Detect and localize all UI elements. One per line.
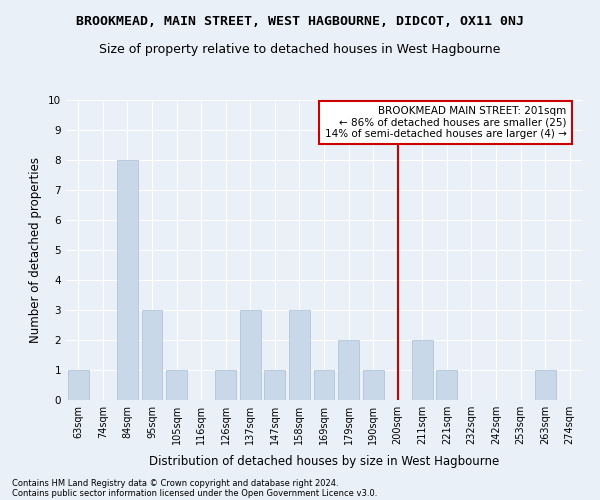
Bar — [265, 370, 286, 400]
Bar — [117, 160, 138, 400]
Text: Contains HM Land Registry data © Crown copyright and database right 2024.: Contains HM Land Registry data © Crown c… — [12, 478, 338, 488]
Bar — [436, 370, 457, 400]
Text: Contains public sector information licensed under the Open Government Licence v3: Contains public sector information licen… — [12, 488, 377, 498]
Bar — [314, 370, 334, 400]
Bar — [240, 310, 261, 400]
Text: BROOKMEAD, MAIN STREET, WEST HAGBOURNE, DIDCOT, OX11 0NJ: BROOKMEAD, MAIN STREET, WEST HAGBOURNE, … — [76, 15, 524, 28]
Text: Size of property relative to detached houses in West Hagbourne: Size of property relative to detached ho… — [100, 42, 500, 56]
Y-axis label: Number of detached properties: Number of detached properties — [29, 157, 43, 343]
Bar — [166, 370, 187, 400]
Text: BROOKMEAD MAIN STREET: 201sqm
← 86% of detached houses are smaller (25)
14% of s: BROOKMEAD MAIN STREET: 201sqm ← 86% of d… — [325, 106, 566, 139]
Bar — [289, 310, 310, 400]
Bar — [412, 340, 433, 400]
X-axis label: Distribution of detached houses by size in West Hagbourne: Distribution of detached houses by size … — [149, 456, 499, 468]
Bar — [215, 370, 236, 400]
Bar — [362, 370, 383, 400]
Bar — [535, 370, 556, 400]
Bar — [338, 340, 359, 400]
Bar — [68, 370, 89, 400]
Bar — [142, 310, 163, 400]
